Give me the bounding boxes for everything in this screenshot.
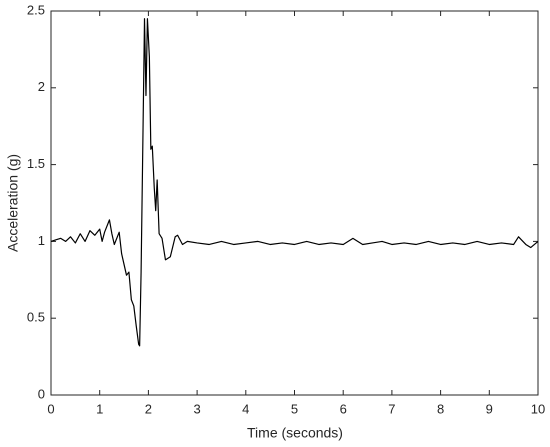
y-tick-label: 0.5 [27,310,45,325]
x-tick-label: 6 [340,401,347,416]
x-tick-label: 1 [96,401,103,416]
x-tick-label: 0 [47,401,54,416]
y-tick-label: 1.5 [27,156,45,171]
x-axis-label: Time (seconds) [247,425,343,441]
x-tick-label: 8 [437,401,444,416]
y-tick-label: 2.5 [27,2,45,17]
x-tick-label: 4 [242,401,249,416]
y-tick-label: 1 [38,233,45,248]
x-tick-label: 7 [388,401,395,416]
x-tick-label: 9 [486,401,493,416]
data-line [50,18,539,347]
y-tick-label: 2 [38,79,45,94]
x-tick-label: 10 [531,401,545,416]
y-tick-label: 0 [38,386,45,401]
y-axis-label: Acceleration (g) [5,154,21,252]
x-tick-label: 2 [145,401,152,416]
x-tick-label: 3 [193,401,200,416]
x-tick-label: 5 [291,401,298,416]
